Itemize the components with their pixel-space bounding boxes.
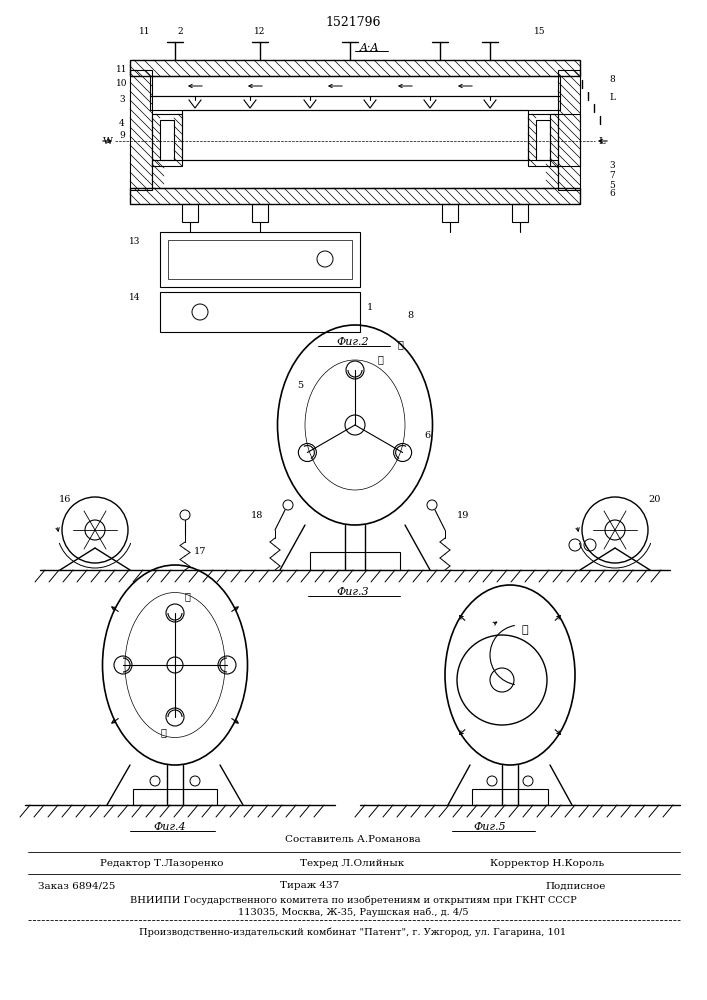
Text: ✂: ✂ — [522, 625, 528, 635]
Bar — [152, 114, 182, 166]
Text: 3: 3 — [609, 160, 615, 169]
Text: 1: 1 — [367, 302, 373, 312]
Text: ✂: ✂ — [160, 728, 166, 738]
Text: 12: 12 — [255, 27, 266, 36]
Text: 19: 19 — [457, 510, 469, 520]
Text: Подписное: Подписное — [545, 882, 605, 890]
Text: 8: 8 — [407, 310, 413, 320]
Text: Производственно-издательский комбинат "Патент", г. Ужгород, ул. Гагарина, 101: Производственно-издательский комбинат "П… — [139, 927, 566, 937]
Text: Техред Л.Олийнык: Техред Л.Олийнык — [300, 859, 404, 868]
Text: 6: 6 — [609, 188, 615, 198]
Bar — [472, 789, 548, 805]
Text: 17: 17 — [194, 548, 206, 556]
Bar — [536, 120, 550, 160]
Bar — [160, 120, 174, 160]
Bar — [550, 114, 580, 166]
Text: 6: 6 — [424, 430, 430, 440]
Text: Фиг.3: Фиг.3 — [337, 587, 369, 597]
Text: 11: 11 — [139, 27, 151, 36]
Text: Составитель А.Романова: Составитель А.Романова — [285, 836, 421, 844]
Text: 20: 20 — [649, 495, 661, 504]
Text: W: W — [103, 136, 113, 145]
Text: 13: 13 — [129, 237, 141, 246]
Text: 9: 9 — [119, 131, 125, 140]
Text: 5: 5 — [297, 380, 303, 389]
Text: Фиг.2: Фиг.2 — [337, 337, 369, 347]
Text: L: L — [599, 136, 605, 145]
Bar — [160, 292, 360, 332]
Bar — [182, 204, 198, 222]
Bar — [130, 188, 580, 204]
Text: ✂: ✂ — [397, 340, 403, 350]
Bar — [150, 76, 560, 96]
Bar — [528, 114, 558, 166]
Text: 5: 5 — [609, 180, 615, 190]
Bar — [152, 160, 558, 188]
Bar — [130, 60, 580, 76]
Text: 113035, Москва, Ж-35, Раушская наб., д. 4/5: 113035, Москва, Ж-35, Раушская наб., д. … — [238, 907, 468, 917]
Text: 7: 7 — [609, 170, 615, 180]
Text: 2: 2 — [177, 27, 183, 36]
Bar — [252, 204, 268, 222]
Text: Фиг.5: Фиг.5 — [474, 822, 506, 832]
Bar — [130, 70, 152, 190]
Bar — [182, 110, 528, 160]
Text: ✂: ✂ — [377, 356, 383, 364]
Text: Редактор Т.Лазоренко: Редактор Т.Лазоренко — [100, 859, 223, 868]
Text: ВНИИПИ Государственного комитета по изобретениям и открытиям при ГКНТ СССР: ВНИИПИ Государственного комитета по изоб… — [129, 895, 576, 905]
Text: Фиг.4: Фиг.4 — [153, 822, 187, 832]
Bar — [442, 204, 458, 222]
Bar — [133, 789, 217, 805]
Text: L: L — [609, 94, 615, 103]
Polygon shape — [60, 548, 130, 570]
Text: 15: 15 — [534, 27, 546, 36]
Bar — [512, 204, 528, 222]
Bar — [150, 96, 560, 110]
Text: 1521796: 1521796 — [325, 15, 381, 28]
Text: 11: 11 — [116, 66, 128, 75]
Text: 3: 3 — [119, 96, 125, 104]
Bar — [558, 70, 580, 190]
Text: 8: 8 — [609, 76, 615, 85]
Text: Тираж 437: Тираж 437 — [281, 882, 339, 890]
Bar — [160, 232, 360, 287]
Text: 4: 4 — [119, 118, 125, 127]
Text: Корректор Н.Король: Корректор Н.Король — [490, 859, 604, 868]
Bar — [168, 240, 352, 279]
Text: 16: 16 — [59, 495, 71, 504]
Text: 18: 18 — [251, 510, 263, 520]
Text: A·A: A·A — [361, 43, 380, 53]
Text: 10: 10 — [116, 80, 128, 89]
Text: 14: 14 — [129, 292, 141, 302]
Text: Заказ 6894/25: Заказ 6894/25 — [38, 882, 115, 890]
Text: ✂: ✂ — [184, 592, 190, 601]
Bar — [310, 552, 400, 570]
